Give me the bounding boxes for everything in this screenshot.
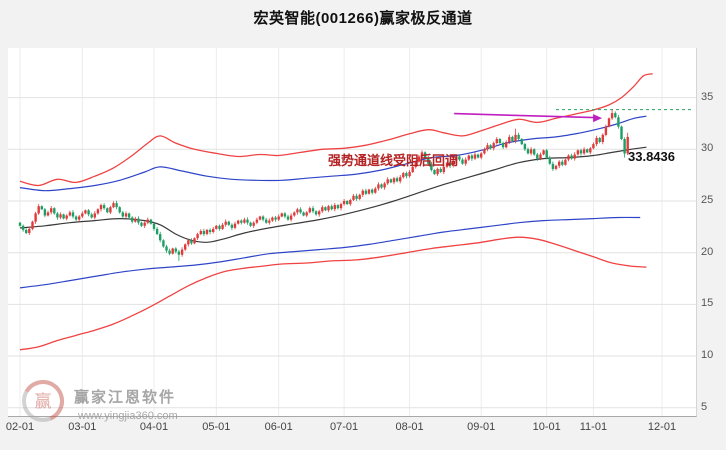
y-axis-label: 10 [701,349,714,362]
annotation-arrow [454,112,595,119]
x-axis-label: 04-01 [139,421,169,433]
y-axis-label: 5 [701,400,708,413]
x-axis-label: 10-01 [532,421,561,433]
x-axis-label: 05-01 [202,421,231,433]
annotation-price-label: 33.8436 [628,149,675,164]
channel-line-lower-outer-red [19,236,647,351]
annotation-arrowhead-icon [593,114,603,123]
y-axis-label: 35 [701,90,714,103]
annotation-text: 强势通道线受阻后回调 [328,153,459,168]
x-axis: 02-01 03-01 04-01 05-01 06-01 07-01 08-01 09-01… [6,421,708,437]
x-axis-label: 02-01 [5,421,35,433]
x-axis-label: 03-01 [68,421,97,433]
y-axis: 35 30 25 20 15 10 5 [699,48,725,416]
channel-line-lower-inner-blue [19,216,641,289]
x-axis-label: 06-01 [264,421,293,433]
x-axis-label: 07-01 [330,421,359,433]
plot-area: 强势通道线受阻后回调 33.8436 [8,48,697,417]
y-axis-label: 30 [701,142,714,155]
y-axis-label: 25 [701,193,714,206]
x-axis-label: 12-01 [647,421,677,433]
candlestick-chart [8,48,696,416]
x-axis-label: 09-01 [467,421,496,433]
chart-title: 宏英智能(001266)赢家极反通道 [253,10,473,27]
channel-line-upper-inner-blue [19,115,647,192]
y-axis-label: 20 [701,245,714,258]
y-axis-label: 15 [701,297,714,310]
channel-line-upper-outer-red [19,73,653,187]
x-axis-label: 08-01 [395,421,424,433]
x-axis-label: 11-01 [579,421,608,433]
